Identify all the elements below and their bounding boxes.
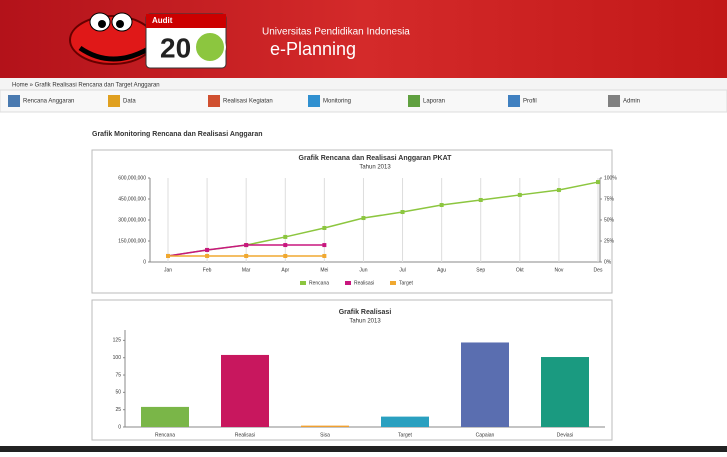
y-tick-label: 125 <box>113 338 122 344</box>
chart-title: Grafik Realisasi <box>339 309 392 316</box>
y-tick-label: 0 <box>118 424 121 430</box>
x-tick-label: Mar <box>242 267 251 273</box>
y2-tick-label: 25% <box>604 238 615 244</box>
menu-item[interactable]: Laporan <box>423 99 445 105</box>
menu-icon <box>608 95 620 107</box>
x-tick-label: Okt <box>516 267 524 273</box>
point <box>205 247 210 252</box>
x-tick-label: Rencana <box>155 432 175 438</box>
x-tick-label: Jul <box>399 267 405 273</box>
point <box>244 253 249 258</box>
x-tick-label: Sisa <box>320 432 330 438</box>
x-tick-label: Deviasi <box>557 432 573 438</box>
point <box>517 192 522 197</box>
legend-label: Rencana <box>309 280 329 286</box>
point <box>322 243 327 248</box>
menu-item[interactable]: Admin <box>623 99 640 105</box>
menu-item[interactable]: Profil <box>523 99 537 105</box>
y-tick-label: 25 <box>115 407 121 413</box>
point <box>361 216 366 221</box>
y-tick-label: 450,000,000 <box>118 196 146 202</box>
point <box>596 180 600 185</box>
point <box>283 243 288 248</box>
menu-item[interactable]: Data <box>123 99 136 105</box>
bar <box>301 425 349 427</box>
x-tick-label: Capaian <box>476 432 495 438</box>
bar <box>541 357 589 427</box>
y-tick-label: 600,000,000 <box>118 175 146 181</box>
x-tick-label: Jan <box>164 267 172 273</box>
y-tick-label: 100 <box>113 355 122 361</box>
bar <box>141 406 189 427</box>
menu-item[interactable]: Realisasi Kegiatan <box>223 99 273 105</box>
point <box>478 197 483 202</box>
logo-badge: Audit <box>152 16 173 25</box>
x-tick-label: Apr <box>281 267 289 273</box>
point <box>400 210 405 215</box>
point <box>439 203 444 208</box>
legend-swatch <box>300 281 306 285</box>
menu-icon <box>508 95 520 107</box>
breadcrumb[interactable]: Home » Grafik Realisasi Rencana dan Targ… <box>12 83 160 89</box>
x-tick-label: Nov <box>554 267 563 273</box>
x-tick-label: Sep <box>476 267 485 273</box>
y-tick-label: 150,000,000 <box>118 238 146 244</box>
header-subtitle: Universitas Pendidikan Indonesia <box>262 27 410 38</box>
x-tick-label: Agu <box>437 267 446 273</box>
logo <box>69 12 227 69</box>
point <box>205 253 210 258</box>
legend-label: Target <box>399 280 414 286</box>
menu-icon <box>108 95 120 107</box>
y2-tick-label: 100% <box>604 175 617 181</box>
menu-icon <box>208 95 220 107</box>
chart-subtitle: Tahun 2013 <box>359 165 391 171</box>
y-tick-label: 75 <box>115 372 121 378</box>
point <box>322 225 327 230</box>
menu-item[interactable]: Rencana Anggaran <box>23 99 74 105</box>
bar <box>221 354 269 427</box>
y-tick-label: 300,000,000 <box>118 217 146 223</box>
menu: Rencana Anggaran Data Realisasi Kegiatan Mo… <box>8 95 640 107</box>
y-tick-label: 0 <box>143 259 146 265</box>
point <box>322 253 327 258</box>
breadcrumb-bar <box>0 78 727 90</box>
bar <box>381 416 429 427</box>
menu-icon <box>308 95 320 107</box>
y2-tick-label: 50% <box>604 217 615 223</box>
point <box>556 188 561 193</box>
legend-label: Realisasi <box>354 280 374 286</box>
footer-bar <box>0 446 727 452</box>
point <box>283 253 288 258</box>
legend-swatch <box>345 281 351 285</box>
menu-item[interactable]: Monitoring <box>323 99 351 105</box>
bar <box>461 342 509 427</box>
chart-title: Grafik Rencana dan Realisasi Anggaran PK… <box>299 155 453 162</box>
x-tick-label: Target <box>398 432 413 438</box>
legend-swatch <box>390 281 396 285</box>
section-title: Grafik Monitoring Rencana dan Realisasi … <box>92 131 263 138</box>
menu-bar <box>0 89 727 113</box>
y2-tick-label: 0% <box>604 259 612 265</box>
point <box>244 243 249 248</box>
chart-subtitle: Tahun 2013 <box>349 319 381 325</box>
point <box>166 253 170 258</box>
y2-tick-label: 75% <box>604 196 615 202</box>
menu-icon <box>408 95 420 107</box>
x-tick-label: Des <box>594 267 603 273</box>
x-tick-label: Mei <box>320 267 328 273</box>
x-tick-label: Realisasi <box>235 432 255 438</box>
x-tick-label: Jun <box>359 267 367 273</box>
point <box>283 234 288 239</box>
y-tick-label: 50 <box>115 390 121 396</box>
menu-icon <box>8 95 20 107</box>
logo-number: 20 <box>160 32 191 63</box>
x-tick-label: Feb <box>203 267 212 273</box>
header-title: e-Planning <box>270 39 356 59</box>
